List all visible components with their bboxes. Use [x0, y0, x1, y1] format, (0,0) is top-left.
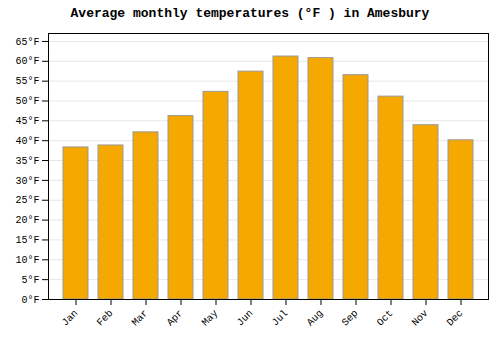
- svg-text:10°F: 10°F: [15, 255, 39, 266]
- svg-text:Jul: Jul: [270, 308, 291, 329]
- svg-text:55°F: 55°F: [15, 76, 39, 87]
- svg-text:Feb: Feb: [95, 308, 116, 329]
- svg-text:Jun: Jun: [235, 308, 256, 329]
- svg-text:5°F: 5°F: [21, 275, 39, 286]
- svg-text:30°F: 30°F: [15, 176, 39, 187]
- svg-text:35°F: 35°F: [15, 156, 39, 167]
- svg-text:Aug: Aug: [305, 308, 326, 329]
- svg-text:60°F: 60°F: [15, 56, 39, 67]
- svg-text:50°F: 50°F: [15, 96, 39, 107]
- svg-text:0°F: 0°F: [21, 295, 39, 306]
- svg-text:40°F: 40°F: [15, 136, 39, 147]
- svg-text:25°F: 25°F: [15, 195, 39, 206]
- svg-text:Nov: Nov: [410, 308, 431, 329]
- svg-text:Sep: Sep: [340, 308, 361, 329]
- svg-text:Oct: Oct: [375, 308, 396, 329]
- svg-text:15°F: 15°F: [15, 235, 39, 246]
- svg-text:65°F: 65°F: [15, 37, 39, 48]
- svg-text:Dec: Dec: [445, 308, 466, 329]
- svg-text:20°F: 20°F: [15, 215, 39, 226]
- svg-text:Jan: Jan: [60, 308, 81, 329]
- svg-text:May: May: [200, 308, 221, 329]
- html-text:Average monthly temperatures (: Average monthly temperatures (°F ) in Am…: [70, 6, 430, 21]
- svg-text:45°F: 45°F: [15, 116, 39, 127]
- svg-text:Apr: Apr: [165, 308, 186, 329]
- svg-text:Mar: Mar: [130, 308, 151, 329]
